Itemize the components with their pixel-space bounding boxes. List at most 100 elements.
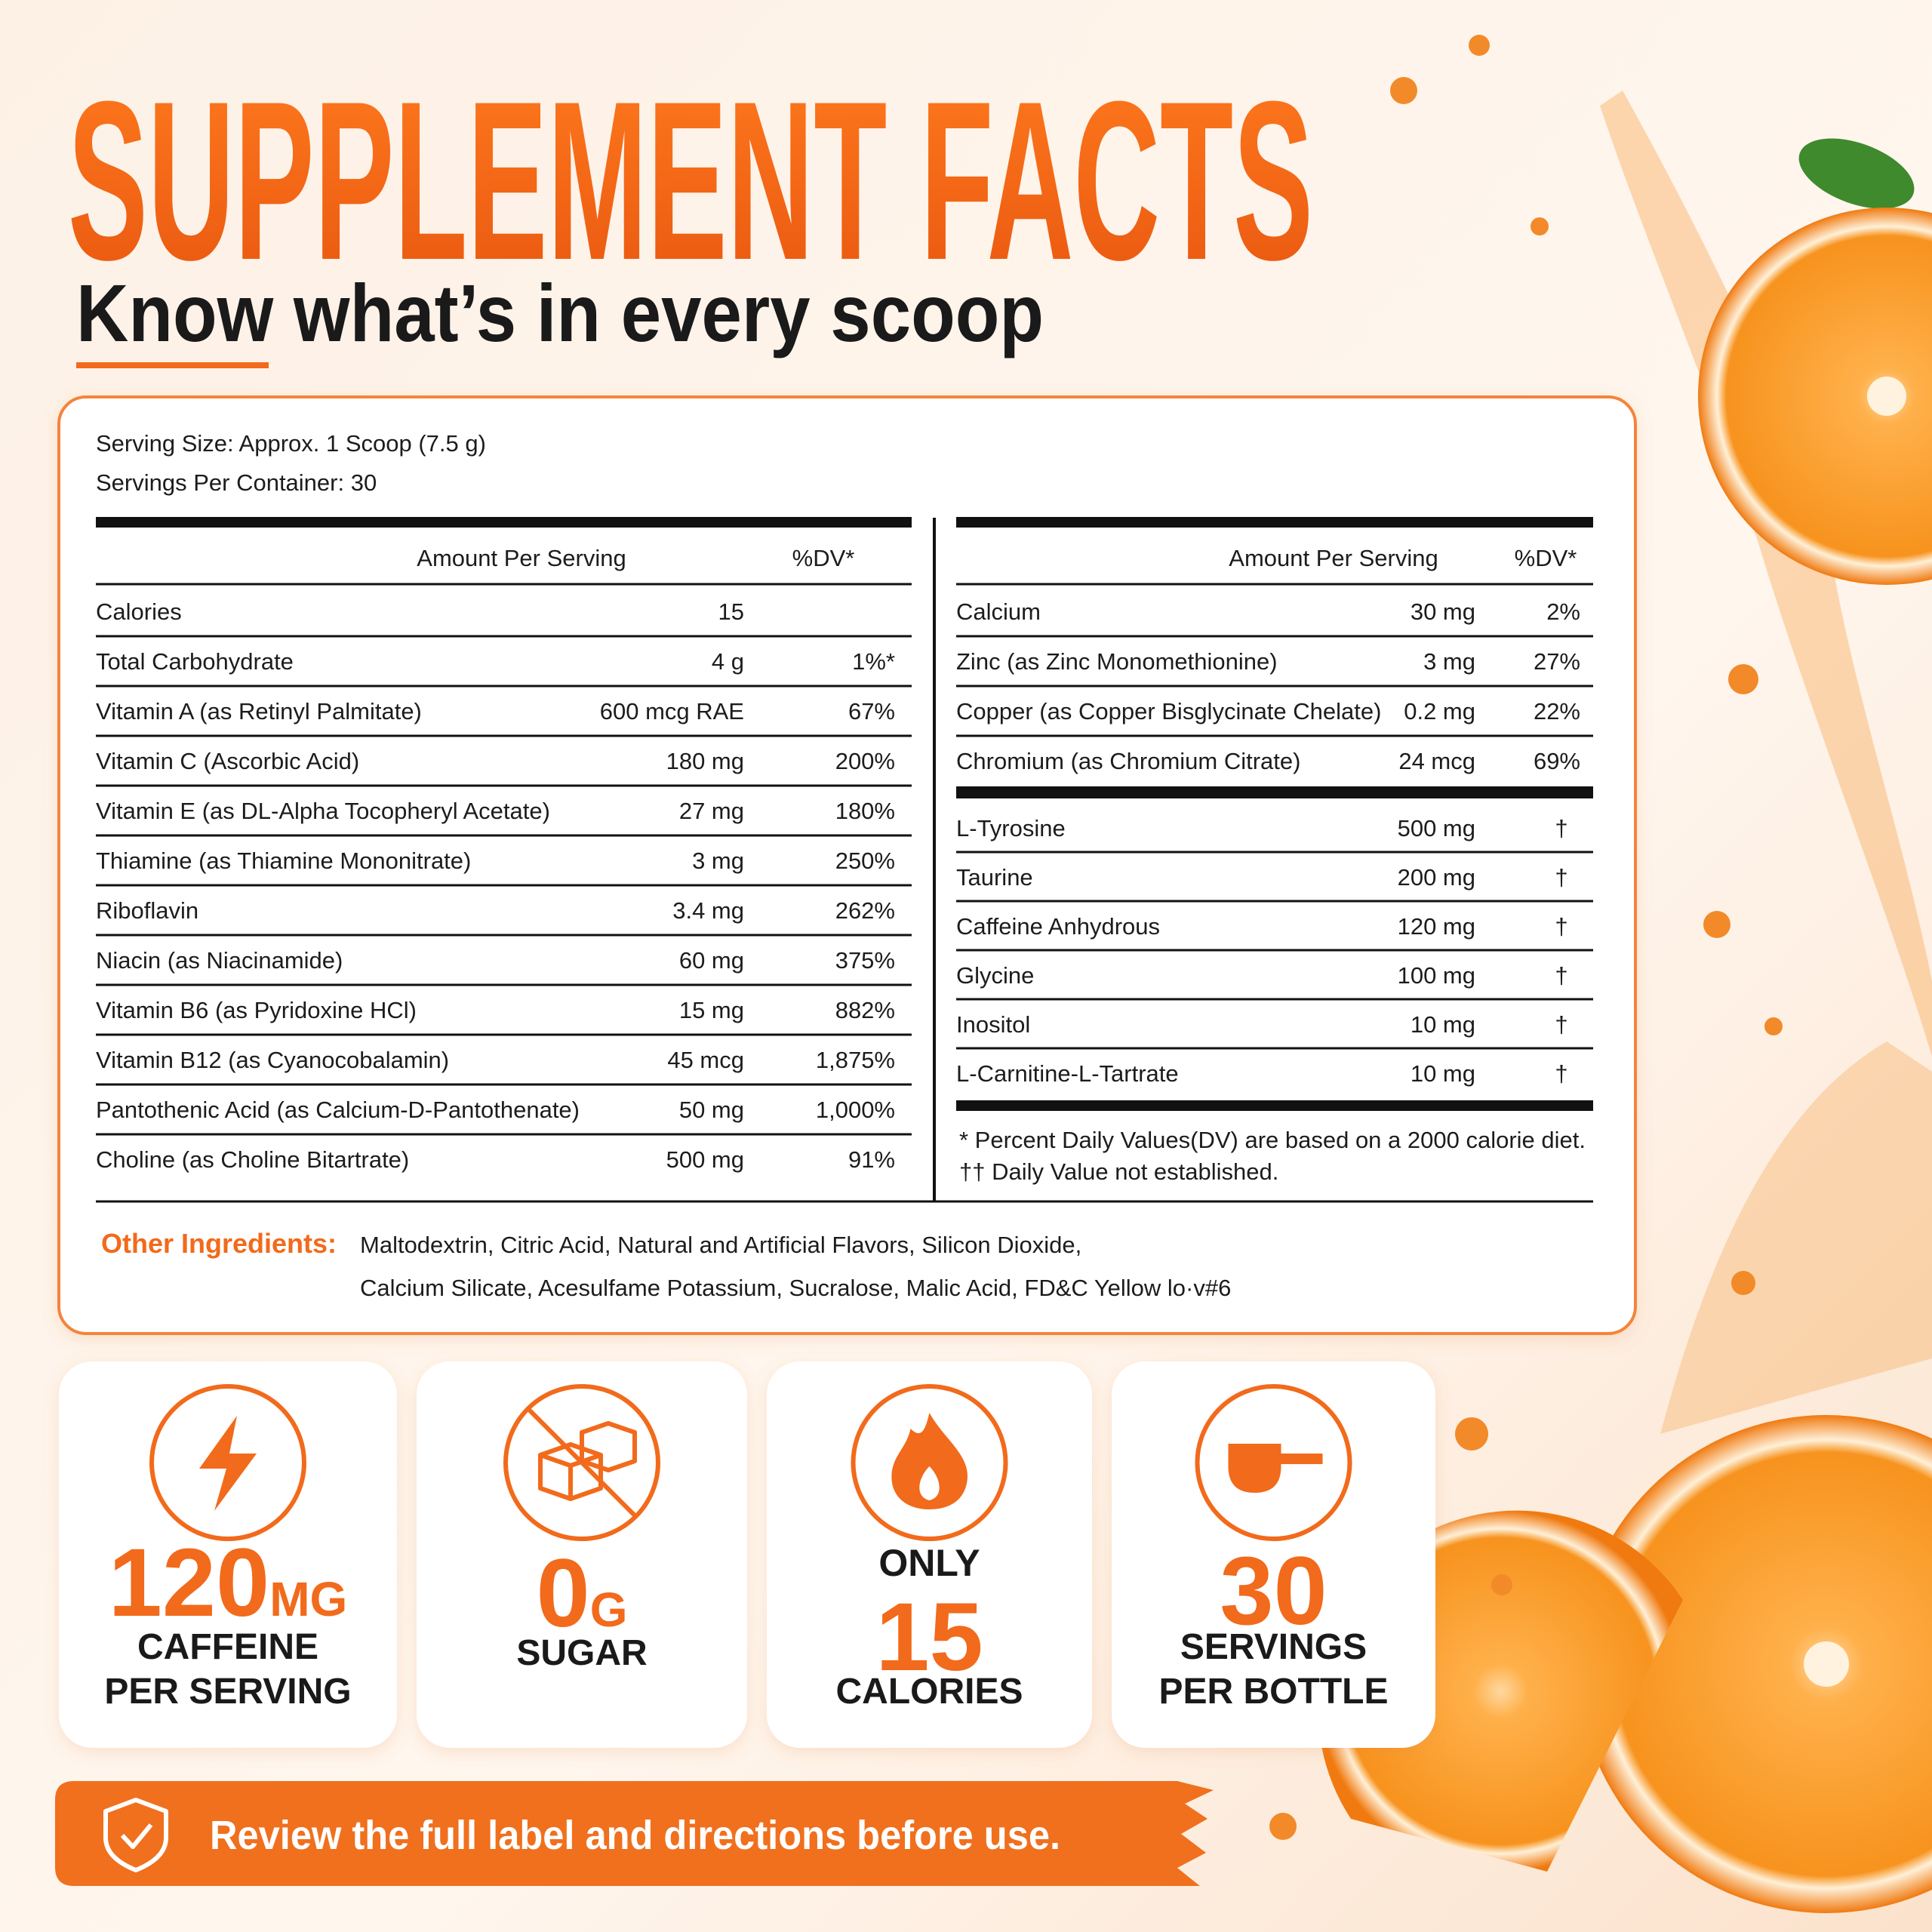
rule <box>96 635 912 638</box>
rule <box>96 1033 912 1036</box>
nutrient-amount: 120 mg <box>1398 913 1475 940</box>
nutrient-amount: 500 mg <box>1398 815 1475 841</box>
nutrient-name: Thiamine (as Thiamine Mononitrate) <box>96 848 471 874</box>
banner <box>55 1781 1214 1886</box>
nutrient-name: Taurine <box>956 864 1033 891</box>
badge-value: 120MG <box>109 1529 348 1637</box>
nutrient-amount: 50 mg <box>679 1097 744 1123</box>
nutrient-dv: 91% <box>848 1146 895 1173</box>
nutrient-dv: 1%* <box>852 648 895 675</box>
badge-value: 15 <box>875 1583 983 1691</box>
icon <box>527 1407 637 1518</box>
rule <box>956 786 1593 798</box>
badge-number: 120 <box>109 1529 270 1637</box>
nutrient-name: Copper (as Copper Bisglycinate Chelate) <box>956 698 1381 724</box>
rule <box>96 1133 912 1136</box>
tables: Amount Per Serving %DV* Calories 15 Total Ca… <box>96 517 1593 1203</box>
column-header: Amount Per Serving <box>1229 545 1438 571</box>
nutrient-name: Inositol <box>956 1011 1030 1038</box>
rule <box>956 1100 1593 1111</box>
title: SUPPLEMENT FACTS <box>68 54 1313 307</box>
nutrient-name: Pantothenic Acid (as Calcium-D-Pantothen… <box>96 1097 580 1123</box>
divider <box>933 518 936 1201</box>
nutrient-dv: † <box>1555 1060 1567 1087</box>
rule <box>956 583 1593 586</box>
banner-text: Review the full label and directions bef… <box>210 1813 1060 1858</box>
nutrient-amount: 30 mg <box>1411 598 1475 625</box>
nutrient-name: Vitamin C (Ascorbic Acid) <box>96 748 359 774</box>
footnote: * Percent Daily Values(DV) are based on … <box>959 1127 1586 1153</box>
rule <box>96 685 912 688</box>
nutrient-dv: † <box>1555 962 1567 989</box>
badge-label: CAFFEINE <box>137 1627 318 1667</box>
rule <box>956 734 1593 737</box>
nutrient-amount: 500 mg <box>666 1146 744 1173</box>
badge-number: 15 <box>875 1583 983 1691</box>
rule <box>96 983 912 986</box>
icon <box>891 1413 968 1509</box>
nutrient-amount: 100 mg <box>1398 962 1475 989</box>
other-ingredients-text: Calcium Silicate, Acesulfame Potassium, … <box>360 1275 1231 1301</box>
nutrient-name: Riboflavin <box>96 897 198 924</box>
icon <box>1228 1444 1323 1493</box>
column-header: %DV* <box>792 545 855 571</box>
badge-card <box>1112 1361 1435 1748</box>
nutrient-dv: 27% <box>1534 648 1580 675</box>
rule <box>96 934 912 937</box>
nutrient-name: Glycine <box>956 962 1034 989</box>
nutrient-name: L-Carnitine-L-Tartrate <box>956 1060 1179 1087</box>
nutrient-dv: † <box>1555 815 1567 841</box>
rule <box>96 517 912 528</box>
nutrient-amount: 3.4 mg <box>672 897 744 924</box>
footnote: †† Daily Value not established. <box>959 1158 1278 1185</box>
shield-icon <box>103 1798 168 1872</box>
nutrient-dv: 69% <box>1534 748 1580 774</box>
nutrient-amount: 4 g <box>712 648 744 675</box>
nutrient-dv: 1,000% <box>816 1097 895 1123</box>
nutrient-dv: 22% <box>1534 698 1580 724</box>
nutrient-dv: 200% <box>835 748 895 774</box>
rule <box>956 900 1593 903</box>
badge-prefix: ONLY <box>878 1542 980 1584</box>
icon-ring <box>149 1384 306 1541</box>
badge-label: SERVINGS <box>1180 1627 1367 1667</box>
nutrient-dv: † <box>1555 864 1567 891</box>
icon <box>199 1416 257 1511</box>
nutrient-name: Choline (as Choline Bitartrate) <box>96 1146 409 1173</box>
rule <box>96 1083 912 1086</box>
rule <box>956 949 1593 952</box>
nutrient-dv: 67% <box>848 698 895 724</box>
nutrient-amount: 24 mcg <box>1398 748 1475 774</box>
nutrient-dv: 1,875% <box>816 1047 895 1073</box>
nutrient-dv: † <box>1555 1011 1567 1038</box>
badge-card <box>59 1361 397 1748</box>
column-header: Amount Per Serving <box>417 545 626 571</box>
nutrient-amount: 0.2 mg <box>1404 698 1475 724</box>
rule <box>956 635 1593 638</box>
rule <box>956 998 1593 1001</box>
nutrient-amount: 15 mg <box>679 997 744 1023</box>
nutrient-amount: 15 <box>718 598 744 625</box>
badge-number: 30 <box>1220 1537 1327 1645</box>
nutrient-name: Chromium (as Chromium Citrate) <box>956 748 1300 774</box>
nutrient-dv: † <box>1555 913 1567 940</box>
badge-label: SUGAR <box>516 1633 647 1673</box>
rule <box>956 517 1593 528</box>
icon-ring <box>1195 1384 1352 1541</box>
nutrient-dv: 180% <box>835 798 895 824</box>
rule <box>96 583 912 586</box>
other-ingredients-label: Other Ingredients: <box>101 1228 337 1259</box>
nutrient-name: L-Tyrosine <box>956 815 1066 841</box>
nutrient-amount: 10 mg <box>1411 1060 1475 1087</box>
subtitle: Know what’s in every scoop <box>76 267 1044 358</box>
nutrient-name: Total Carbohydrate <box>96 648 294 675</box>
badge-label: CALORIES <box>835 1672 1023 1712</box>
nutrient-amount: 3 mg <box>692 848 744 874</box>
rule <box>96 1200 1593 1203</box>
